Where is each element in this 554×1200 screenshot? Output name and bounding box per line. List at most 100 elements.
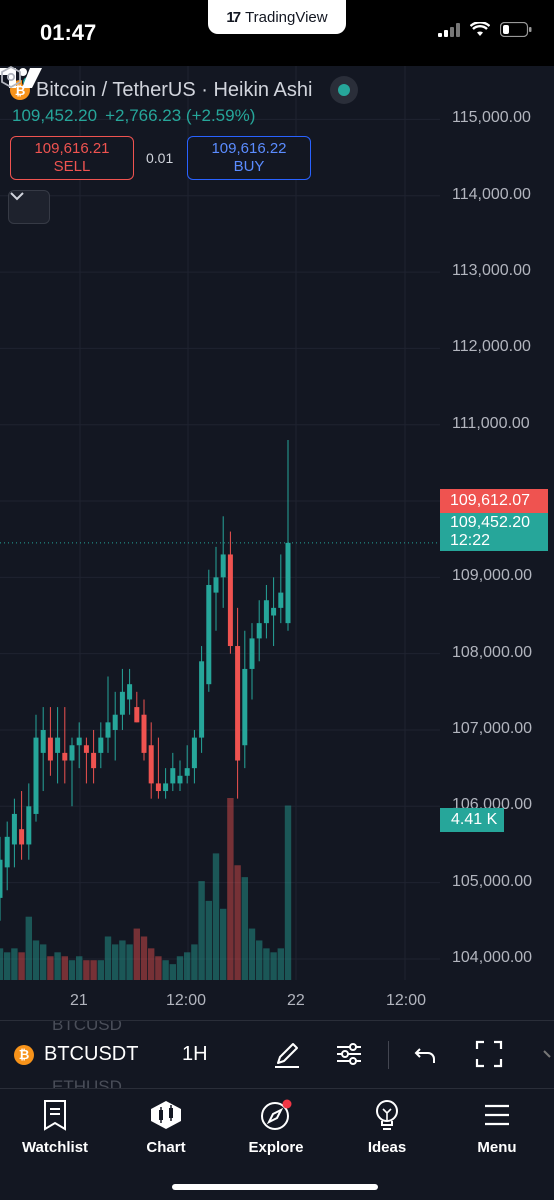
volume-bar [112,944,119,980]
price-axis-label: 104,000.00 [452,948,533,966]
last-price: 109,452.20 [12,106,98,125]
volume-bar [191,944,198,980]
sell-button[interactable]: 109,616.21 SELL [10,136,134,180]
chart-pane[interactable]: ₿ Bitcoin / TetherUS · Heikin Ashi 109,4… [0,66,554,1020]
candle-body [263,600,269,624]
candle-body [69,745,75,761]
chart-canvas[interactable] [0,66,554,1020]
symbol-title: Bitcoin / TetherUS · Heikin Ashi [36,78,313,101]
bitcoin-icon: ₿ [14,1044,34,1065]
candle-body [33,737,39,814]
symbol-name: BTCUSDT [44,1043,139,1065]
fullscreen-icon[interactable] [474,1039,504,1069]
symbol-header[interactable]: ₿ Bitcoin / TetherUS · Heikin Ashi [10,76,359,104]
volume-bar [220,908,227,980]
buy-button[interactable]: 109,616.22 BUY [187,136,311,180]
indicators-settings-icon[interactable] [334,1039,364,1069]
candle-body [0,859,3,898]
volume-bar [248,928,256,980]
buy-price: 109,616.22 [211,140,287,157]
candle-body [235,646,241,761]
volume-bar [227,798,234,980]
volume-bar [40,944,47,980]
tradingview-logo-icon: 17 [226,8,241,26]
symbol-ghost-next: ETHUSD [52,1077,122,1088]
drawing-tool-icon[interactable] [272,1039,302,1069]
candle-body [278,592,284,608]
volume-bar [76,956,83,980]
menu-icon [485,1104,509,1126]
volume-bar [11,948,18,980]
candle-body [119,691,125,715]
time-label-21: 21 [70,992,88,1009]
candle-body [40,729,46,753]
volume-bar [169,964,176,980]
candle-body [134,707,140,723]
candle-body [127,684,133,700]
bar-countdown: 12:22 [450,532,491,549]
volume-bar [270,952,277,980]
candle-body [55,737,61,753]
tradingview-watermark-icon [0,68,42,88]
price-axis-label: 107,000.00 [452,719,533,737]
volume-bar [0,948,4,980]
candle-body [4,836,10,868]
candle-body [83,745,89,753]
market-open-status-icon[interactable] [330,76,359,104]
undo-icon[interactable] [412,1039,440,1069]
more-tools-icon[interactable] [540,1039,554,1069]
volume-bar [18,952,25,980]
status-bar: 01:47 17 TradingView [0,0,554,66]
volume-bar [256,940,263,980]
candle-body [184,768,190,776]
volume-bar [212,853,220,980]
volume-bar [148,948,155,980]
chart-toolbar: BTCUSD ETHUSD ₿ BTCUSDT 1H [0,1020,554,1088]
sell-label: SELL [53,158,91,175]
volume-bar [234,865,241,980]
interval-selector[interactable]: 1H [182,1043,208,1065]
price-change: +2,766.23 (+2.59%) [105,106,256,125]
volume-bar [284,805,292,980]
symbol-selector[interactable]: ₿ BTCUSDT [14,1043,138,1066]
candle-body [191,737,197,769]
candle-body [148,745,154,784]
candle-body [227,554,233,647]
nav-explore[interactable]: Explore [221,1099,331,1156]
tradingview-pill-label: TradingView [245,8,328,26]
bottom-navigation: Watchlist Chart Explore Ideas Menu [0,1088,554,1200]
volume-bar [47,956,54,980]
time-label-noon-1: 12:00 [166,992,207,1009]
volume-bar [119,940,126,980]
explore-icon [261,1099,292,1130]
collapse-legend-button[interactable] [8,190,50,224]
nav-explore-label: Explore [248,1139,304,1156]
candle-body [62,752,68,761]
nav-menu[interactable]: Menu [442,1099,552,1156]
nav-ideas[interactable]: Ideas [332,1099,442,1156]
bid-price-tag: 109,612.07 [440,489,548,513]
chart-settings-icon[interactable] [0,66,22,88]
volume-bar [126,944,133,980]
sell-price: 109,616.21 [34,140,110,157]
volume-bar [104,936,112,980]
candle-body [177,775,183,784]
nav-chart[interactable]: Chart [111,1099,221,1156]
price-axis-label: 111,000.00 [452,414,530,432]
system-icons [438,22,532,37]
candle-body [242,668,248,746]
volume-bar [155,956,162,980]
nav-watchlist[interactable]: Watchlist [0,1099,110,1156]
price-axis-label: 108,000.00 [452,643,533,661]
volume-bar [25,916,32,980]
price-axis-label: 109,000.00 [452,567,533,585]
volume-bar [140,936,148,980]
candle-body [170,768,176,784]
tradingview-pill[interactable]: 17 TradingView [208,0,346,34]
candle-body [26,806,32,845]
volume-bar [4,952,11,980]
price-axis-label: 105,000.00 [452,872,533,890]
home-indicator[interactable] [172,1184,378,1190]
candle-body [112,714,118,730]
candle-body [47,737,53,761]
